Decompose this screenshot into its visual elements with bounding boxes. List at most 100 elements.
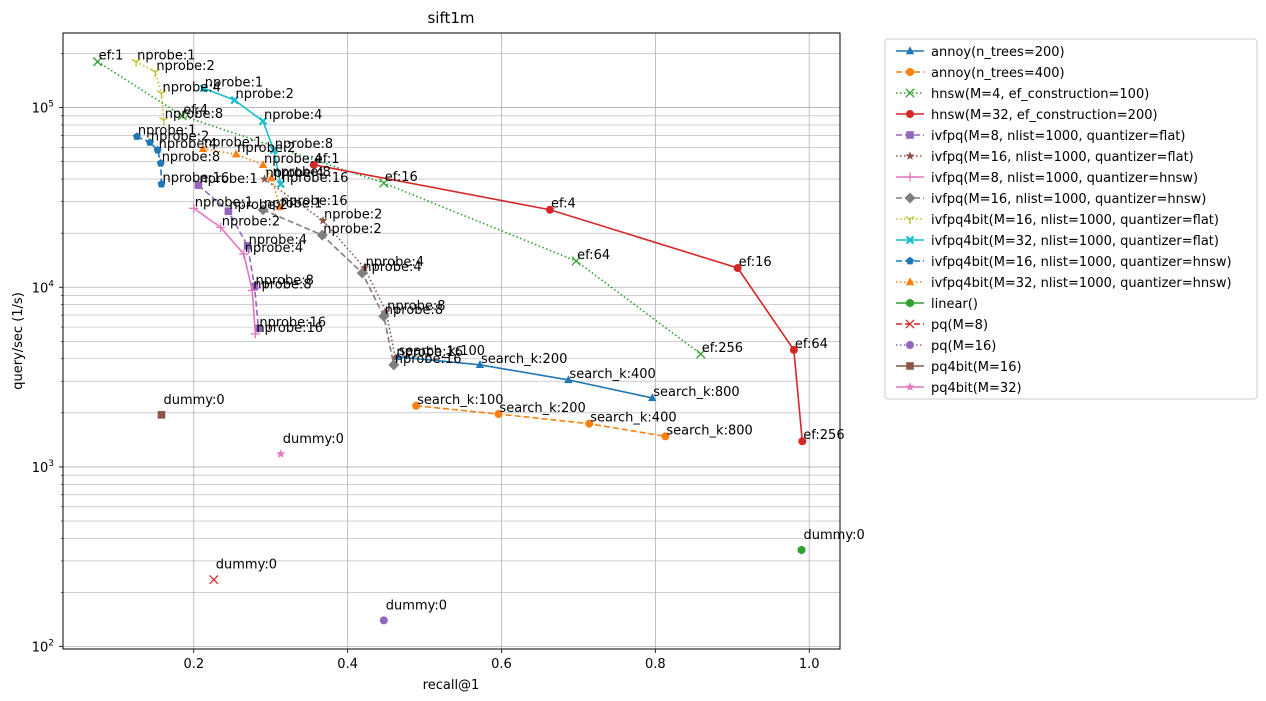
point-label: ef:4: [183, 103, 208, 118]
y-tick-base: 10: [32, 281, 49, 296]
point-label: nprobe:1: [137, 49, 195, 64]
legend-item: annoy(n_trees=400): [896, 66, 1065, 81]
data-point: [696, 349, 706, 359]
legend-item: ivfpq4bit(M=16, nlist=1000, quantizer=fl…: [896, 213, 1219, 228]
legend-marker: [904, 192, 916, 204]
point-label: nprobe:2: [237, 141, 295, 156]
legend-label: ivfpq(M=8, nlist=1000, quantizer=hnsw): [931, 171, 1198, 186]
data-point: [381, 307, 391, 316]
legend-item: pq4bit(M=16): [896, 360, 1022, 375]
series-12: [797, 545, 806, 555]
series-6: [189, 203, 260, 339]
point-label: nprobe:1: [195, 195, 253, 210]
data-point: [257, 204, 269, 216]
point-label: dummy:0: [804, 528, 865, 543]
point-label: nprobe:8: [253, 277, 311, 292]
legend-marker: [905, 46, 915, 55]
point-label: ef:16: [739, 255, 772, 270]
legend-marker: [906, 256, 914, 265]
x-tick-label: 0.6: [491, 657, 512, 672]
legend-label: linear(): [931, 297, 978, 312]
legend-label: pq4bit(M=32): [931, 381, 1022, 396]
data-point: [153, 145, 162, 154]
y-tick-label: 102: [32, 639, 54, 656]
data-point: [194, 181, 203, 189]
data-point: [318, 215, 328, 225]
point-label: nprobe:4: [159, 137, 217, 152]
series-line: [416, 404, 666, 438]
point-label: search_k:800: [666, 423, 752, 438]
data-point: [412, 401, 421, 410]
point-label: ef:64: [795, 337, 828, 352]
point-label: nprobe:16: [256, 321, 323, 336]
point-label: nprobe:8: [256, 273, 314, 288]
legend-marker: [905, 151, 915, 160]
point-label: nprobe:2: [229, 198, 287, 213]
x-tick-label: 1.0: [799, 657, 820, 672]
series-11: [198, 144, 285, 211]
grid: [63, 33, 840, 649]
y-axis-title: query/sec (1/s): [11, 292, 26, 390]
data-point: [209, 574, 219, 585]
legend-item: ivfpq(M=16, nlist=1000, quantizer=flat): [896, 150, 1194, 165]
legend-item: ivfpq4bit(M=16, nlist=1000, quantizer=hn…: [896, 255, 1232, 270]
data-point: [243, 242, 252, 250]
data-point: [661, 432, 670, 441]
series-16: [276, 449, 286, 458]
data-point: [216, 223, 226, 233]
point-label: dummy:0: [386, 598, 447, 613]
point-label: nprobe:1: [138, 124, 196, 139]
point-label: nprobe:2: [323, 222, 381, 237]
series-14: [379, 616, 388, 625]
point-label: nprobe:16: [281, 194, 348, 209]
point-label: nprobe:2: [156, 59, 214, 74]
legend-label: pq(M=8): [931, 318, 988, 333]
series-10: [132, 132, 166, 188]
legend: annoy(n_trees=200) annoy(n_trees=400)hnsw…: [884, 38, 1258, 400]
y-tick-base: 10: [32, 641, 49, 656]
plot-frame: [62, 32, 841, 650]
data-point: [254, 324, 263, 333]
series-0: [393, 352, 657, 402]
point-label: ef:1: [99, 49, 124, 64]
point-label: nprobe:4: [266, 166, 324, 181]
data-point: [356, 267, 368, 279]
point-label: nprobe:4: [162, 80, 220, 95]
legend-item: linear(): [896, 297, 978, 312]
legend-item: ivfpq4bit(M=32, nlist=1000, quantizer=fl…: [896, 234, 1219, 249]
series-line: [202, 147, 281, 208]
y-tick-base: 10: [32, 102, 49, 117]
legend-label: hnsw(M=32, ef_construction=200): [931, 108, 1158, 123]
data-point: [156, 90, 167, 99]
y-tick-label: 105: [32, 100, 54, 117]
legend-item: annoy(n_trees=200): [896, 45, 1065, 60]
data-point: [145, 138, 154, 146]
legend-frame: [884, 38, 1258, 400]
point-label: nprobe:4: [366, 255, 424, 270]
series-7: [257, 204, 400, 371]
legend-item: ivfpq4bit(M=32, nlist=1000, quantizer=hn…: [896, 276, 1232, 291]
legend-marker: [905, 88, 915, 98]
legend-marker: [905, 382, 915, 391]
legend-marker: [905, 235, 915, 245]
legend-item: pq4bit(M=32): [896, 381, 1022, 396]
data-point: [198, 144, 208, 152]
data-point: [494, 410, 503, 419]
legend-marker: [906, 341, 914, 349]
legend-label: pq4bit(M=16): [931, 360, 1022, 375]
point-label: nprobe:16: [282, 171, 349, 186]
legend-marker: [906, 298, 914, 308]
point-label: search_k:400: [590, 411, 676, 426]
legend-label: ivfpq(M=16, nlist=1000, quantizer=hnsw): [931, 192, 1206, 207]
legend-marker: [906, 68, 914, 76]
y-tick-exponent: 3: [48, 459, 54, 469]
data-point: [250, 282, 259, 291]
data-point: [92, 57, 103, 67]
point-label: nprobe:16: [396, 345, 463, 360]
series-2: [92, 57, 706, 359]
data-point: [316, 229, 328, 241]
legend-label: ivfpq(M=16, nlist=1000, quantizer=flat): [931, 150, 1194, 165]
point-label: nprobe:2: [151, 129, 209, 144]
point-label: nprobe:16: [162, 171, 229, 186]
legend-label: ivfpq4bit(M=32, nlist=1000, quantizer=hn…: [931, 276, 1232, 291]
